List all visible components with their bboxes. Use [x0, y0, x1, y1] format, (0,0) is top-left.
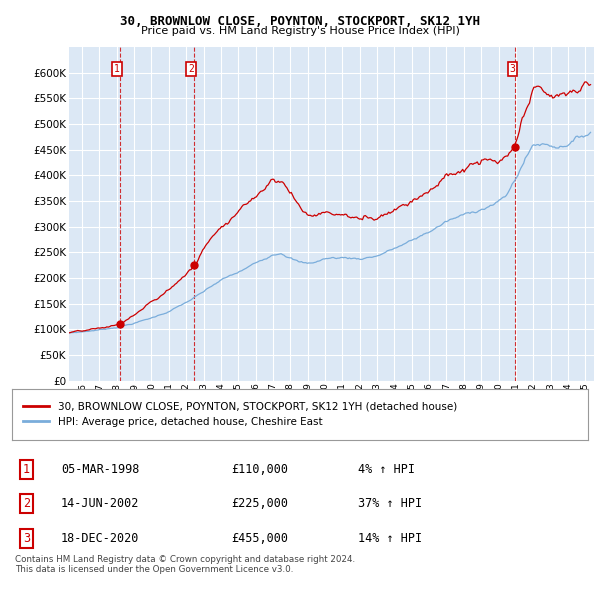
Text: £110,000: £110,000 [231, 463, 288, 476]
Text: 2: 2 [23, 497, 30, 510]
Text: Price paid vs. HM Land Registry's House Price Index (HPI): Price paid vs. HM Land Registry's House … [140, 26, 460, 36]
Text: 14% ↑ HPI: 14% ↑ HPI [358, 532, 422, 545]
Legend: 30, BROWNLOW CLOSE, POYNTON, STOCKPORT, SK12 1YH (detached house), HPI: Average : 30, BROWNLOW CLOSE, POYNTON, STOCKPORT, … [20, 399, 460, 430]
Text: 3: 3 [23, 532, 30, 545]
Text: 05-MAR-1998: 05-MAR-1998 [61, 463, 139, 476]
Text: 4% ↑ HPI: 4% ↑ HPI [358, 463, 415, 476]
Text: 30, BROWNLOW CLOSE, POYNTON, STOCKPORT, SK12 1YH: 30, BROWNLOW CLOSE, POYNTON, STOCKPORT, … [120, 15, 480, 28]
Text: 1: 1 [114, 64, 120, 74]
Text: 18-DEC-2020: 18-DEC-2020 [61, 532, 139, 545]
Text: 2: 2 [188, 64, 194, 74]
Text: 3: 3 [509, 64, 515, 74]
Text: £225,000: £225,000 [231, 497, 288, 510]
Text: 1: 1 [23, 463, 30, 476]
Text: 14-JUN-2002: 14-JUN-2002 [61, 497, 139, 510]
Text: £455,000: £455,000 [231, 532, 288, 545]
Text: This data is licensed under the Open Government Licence v3.0.: This data is licensed under the Open Gov… [15, 565, 293, 573]
Text: 37% ↑ HPI: 37% ↑ HPI [358, 497, 422, 510]
Text: Contains HM Land Registry data © Crown copyright and database right 2024.: Contains HM Land Registry data © Crown c… [15, 555, 355, 563]
